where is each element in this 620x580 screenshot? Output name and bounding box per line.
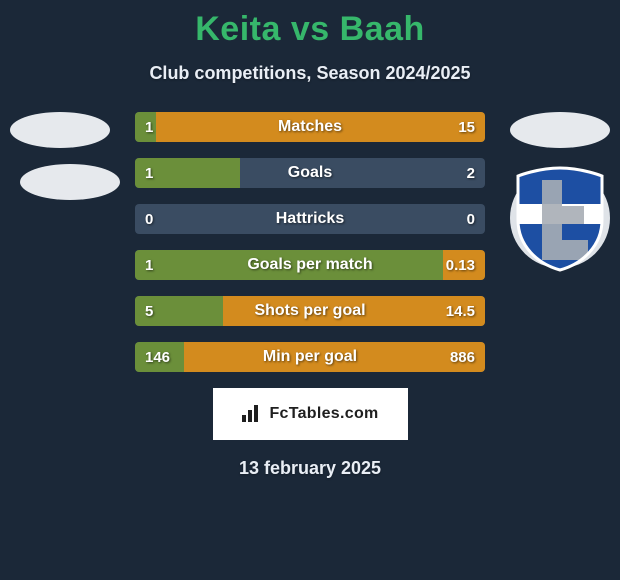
page-title: Keita vs Baah — [0, 0, 620, 49]
watermark-bars-icon — [241, 405, 263, 423]
bar-left — [135, 342, 184, 372]
chart-area: Matches115 Goals12 Hattricks0 0 Goals per ma… — [0, 112, 620, 372]
date-line: 13 february 2025 — [0, 458, 620, 479]
stat-label: Hattricks — [135, 204, 485, 234]
team-a-oval-1 — [10, 112, 110, 148]
team-a-oval-2 — [20, 164, 120, 200]
bar-right — [443, 250, 485, 280]
watermark-text: FcTables.com — [269, 405, 378, 423]
stat-row: Goals12 — [135, 158, 485, 188]
bar-left — [135, 250, 443, 280]
value-left: 0 — [145, 204, 153, 234]
watermark: FcTables.com — [213, 388, 408, 440]
stat-rows: Matches115 Goals12 Hattricks0 0 Goals per ma… — [135, 112, 485, 372]
team-b-oval-1 — [510, 112, 610, 148]
bar-left — [135, 112, 156, 142]
bar-right — [184, 342, 485, 372]
value-right: 0 — [467, 204, 475, 234]
team-b-crest — [510, 164, 610, 272]
stat-row: Min per goal146886 — [135, 342, 485, 372]
value-right: 2 — [467, 158, 475, 188]
stat-row: Shots per goal514.5 — [135, 296, 485, 326]
bar-left — [135, 158, 240, 188]
stat-row: Goals per match10.13 — [135, 250, 485, 280]
stat-row: Hattricks0 0 — [135, 204, 485, 234]
stat-row: Matches115 — [135, 112, 485, 142]
bar-right — [223, 296, 486, 326]
subtitle: Club competitions, Season 2024/2025 — [0, 63, 620, 84]
bar-left — [135, 296, 223, 326]
comparison-infographic: Keita vs Baah Club competitions, Season … — [0, 0, 620, 580]
bar-right — [156, 112, 485, 142]
